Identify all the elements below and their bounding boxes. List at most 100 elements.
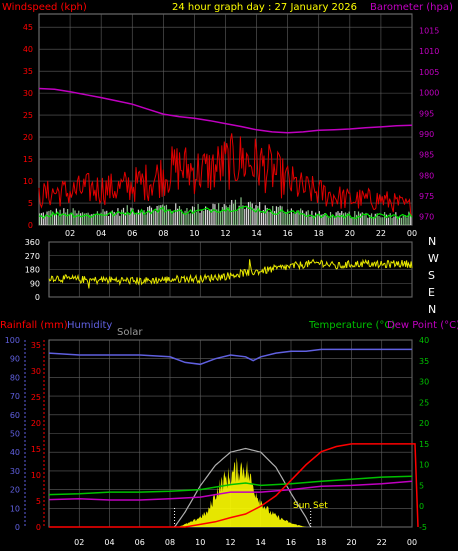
wind-hour-tick-label: 04 bbox=[96, 229, 106, 238]
gust-bar bbox=[365, 212, 367, 225]
gust-bar bbox=[87, 212, 89, 225]
barometer-tick-label: 1010 bbox=[419, 47, 439, 56]
gust-bar bbox=[147, 206, 149, 225]
gust-bar bbox=[279, 205, 281, 225]
gust-bar bbox=[374, 213, 376, 225]
gust-bar bbox=[96, 211, 99, 225]
compass-s: S bbox=[428, 269, 435, 282]
dewpoint-axis-label: Dew Point (°C) bbox=[387, 320, 458, 331]
gust-bar bbox=[74, 210, 76, 225]
humidity-tick-label: 40 bbox=[10, 448, 20, 457]
gust-bar bbox=[357, 211, 360, 225]
gust-bar bbox=[177, 208, 179, 225]
direction-tick-label: 360 bbox=[25, 238, 40, 247]
gust-bar bbox=[337, 211, 339, 225]
gust-bar bbox=[119, 215, 121, 225]
gust-bar bbox=[214, 204, 216, 225]
gust-bar bbox=[193, 207, 195, 225]
gust-bar bbox=[126, 205, 128, 225]
temp-hour-tick-label: 00 bbox=[407, 538, 417, 547]
gust-bar bbox=[128, 212, 130, 225]
gust-bar bbox=[324, 213, 326, 225]
gust-bar bbox=[251, 203, 253, 225]
gust-bar bbox=[53, 214, 56, 225]
gust-bar bbox=[387, 217, 389, 225]
windspeed-tick-label: 20 bbox=[23, 133, 33, 142]
gust-bar bbox=[184, 210, 186, 225]
wind-hour-tick-label: 10 bbox=[189, 229, 199, 238]
gust-bar bbox=[311, 210, 313, 225]
gust-bar bbox=[81, 212, 84, 225]
gust-bar bbox=[393, 216, 395, 225]
wind-hour-tick-label: 00 bbox=[407, 229, 417, 238]
temp-hour-tick-label: 12 bbox=[225, 538, 235, 547]
windspeed-tick-label: 30 bbox=[23, 89, 33, 98]
gust-bar bbox=[106, 210, 108, 225]
direction-tick-label: 180 bbox=[25, 266, 40, 275]
gust-bar bbox=[186, 208, 188, 225]
wind-hour-tick-label: 22 bbox=[376, 229, 386, 238]
temp-hour-tick-label: 04 bbox=[104, 538, 114, 547]
gust-bar bbox=[400, 217, 403, 225]
gust-bar bbox=[328, 217, 330, 225]
humidity-tick-label: 70 bbox=[10, 392, 20, 401]
gust-bar bbox=[229, 204, 231, 225]
gust-bar bbox=[167, 209, 169, 225]
gust-bar bbox=[169, 209, 171, 225]
gust-bar bbox=[61, 213, 63, 225]
theoretical-solar-line bbox=[174, 447, 312, 528]
wind-series bbox=[38, 87, 413, 220]
gust-bar bbox=[361, 212, 363, 225]
gust-bar bbox=[264, 205, 266, 225]
gust-bar bbox=[350, 217, 352, 225]
gust-bar bbox=[165, 204, 168, 225]
gust-bar bbox=[404, 214, 406, 225]
gust-bar bbox=[281, 206, 283, 225]
wind-hour-tick-label: 14 bbox=[251, 229, 261, 238]
gust-bar bbox=[367, 217, 369, 225]
windspeed-tick-label: 25 bbox=[23, 111, 33, 120]
gust-bar bbox=[218, 203, 220, 225]
gust-bar bbox=[122, 207, 125, 225]
gust-bar bbox=[219, 211, 222, 225]
barometer-line bbox=[38, 87, 413, 134]
gust-bar bbox=[329, 211, 332, 225]
rain-temp-panel: 010203040506070809010005101520253035-505… bbox=[0, 320, 458, 547]
gust-bar bbox=[158, 205, 160, 225]
gust-bar bbox=[335, 212, 337, 225]
gust-bar bbox=[232, 203, 235, 225]
windspeed-tick-label: 5 bbox=[28, 199, 33, 208]
wind-hour-tick-label: 20 bbox=[345, 229, 355, 238]
gust-bar bbox=[46, 211, 48, 225]
gust-bar bbox=[206, 210, 209, 225]
compass-w: W bbox=[428, 252, 439, 265]
humidity-line bbox=[48, 348, 412, 366]
temperature-axis-label: Temperature (°C) bbox=[308, 320, 395, 331]
gust-bar bbox=[333, 217, 335, 225]
gust-bar bbox=[288, 213, 291, 225]
gust-bar bbox=[369, 215, 371, 225]
gust-bar bbox=[191, 206, 194, 225]
gust-bar bbox=[275, 206, 278, 225]
humidity-tick-label: 30 bbox=[10, 467, 20, 476]
temperature-line bbox=[48, 475, 413, 496]
direction-tick-label: 90 bbox=[30, 279, 40, 288]
gust-bar bbox=[339, 212, 341, 225]
gust-bar bbox=[359, 213, 361, 225]
gust-bar bbox=[234, 199, 237, 225]
temp-hour-tick-label: 08 bbox=[165, 538, 175, 547]
gust-bar bbox=[102, 209, 104, 225]
temp-hour-tick-label: 16 bbox=[286, 538, 296, 547]
gust-bar bbox=[395, 212, 397, 225]
direction-tick-label: 0 bbox=[35, 293, 40, 302]
humidity-tick-label: 20 bbox=[10, 486, 20, 495]
gust-bar bbox=[66, 209, 69, 225]
barometer-tick-label: 990 bbox=[419, 130, 434, 139]
gust-bar bbox=[173, 212, 175, 225]
gust-bar bbox=[391, 217, 393, 225]
gust-bar bbox=[223, 204, 225, 225]
gust-bar bbox=[294, 212, 296, 225]
gust-bar bbox=[83, 213, 85, 225]
gust-bar bbox=[171, 210, 173, 225]
wind-grid bbox=[39, 14, 413, 226]
